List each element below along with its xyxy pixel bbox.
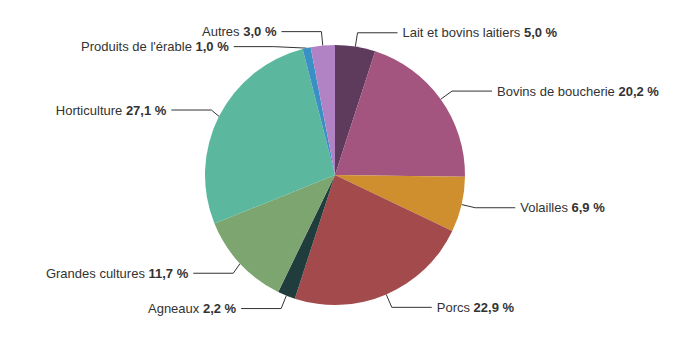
svg-text:Porcs: Porcs <box>437 300 471 315</box>
svg-text:2,2 %: 2,2 % <box>203 301 237 316</box>
svg-text:20,2 %: 20,2 % <box>618 84 659 99</box>
svg-text:27,1 %: 27,1 % <box>126 103 167 118</box>
svg-text:22,9 %: 22,9 % <box>474 300 515 315</box>
svg-text:3,0 %: 3,0 % <box>243 24 277 39</box>
svg-text:Grandes cultures: Grandes cultures <box>46 266 145 281</box>
svg-text:Bovins de boucherie: Bovins de boucherie <box>497 84 615 99</box>
svg-text:Lait et bovins laitiers: Lait et bovins laitiers <box>403 25 521 40</box>
svg-text:Autres: Autres <box>202 24 240 39</box>
svg-text:1,0 %: 1,0 % <box>196 39 230 54</box>
svg-text:Produits de l'érable: Produits de l'érable <box>81 39 192 54</box>
svg-text:11,7 %: 11,7 % <box>149 266 189 281</box>
svg-text:6,9 %: 6,9 % <box>572 200 606 215</box>
svg-text:5,0 %: 5,0 % <box>524 25 558 40</box>
svg-text:Horticulture: Horticulture <box>56 103 122 118</box>
svg-text:Volailles: Volailles <box>520 200 568 215</box>
svg-text:Agneaux: Agneaux <box>148 301 200 316</box>
